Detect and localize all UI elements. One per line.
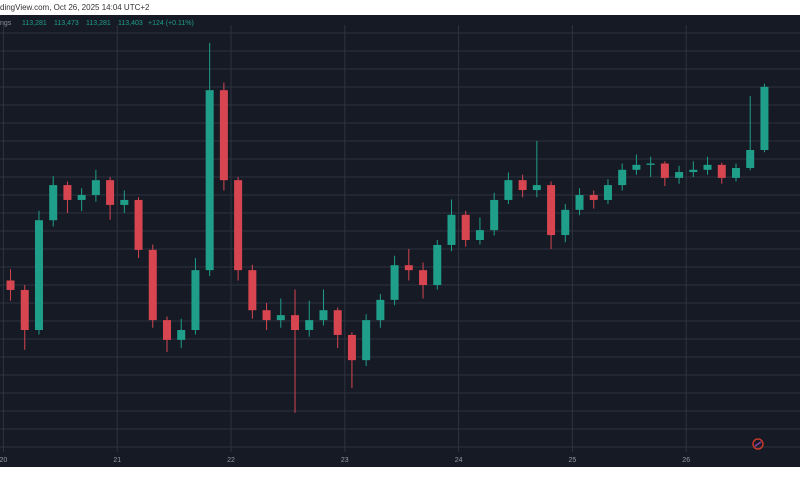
candle-body <box>333 310 342 335</box>
header: dingView.com, Oct 26, 2025 14:04 UTC+2 <box>0 3 150 12</box>
candle-body <box>461 214 470 240</box>
candle-body <box>177 330 186 340</box>
candle-body <box>419 270 428 285</box>
candle-body <box>205 90 214 271</box>
tv-logo-icon <box>752 438 764 450</box>
candles <box>6 42 769 413</box>
legend-prefix: ngs <box>0 20 12 27</box>
candle-body <box>134 199 143 250</box>
candle-body <box>376 299 385 321</box>
candle-body <box>760 86 769 150</box>
grid <box>0 25 800 452</box>
x-tick-label: 21 <box>113 457 121 464</box>
ohlc-legend: ngs 113,281 113,473 113,281 113,403 +124… <box>0 20 194 27</box>
legend-high: 113,473 <box>54 20 79 27</box>
legend-close: 113,403 <box>118 20 143 27</box>
candle-body <box>632 164 641 170</box>
candle-body <box>319 310 328 321</box>
candle-body <box>575 195 584 210</box>
x-tick-label: 20 <box>0 457 7 464</box>
candle-body <box>262 310 271 321</box>
candle-body <box>589 195 598 200</box>
candle-body <box>248 270 257 311</box>
candle-body <box>77 195 86 200</box>
legend-change: +124 (+0.11%) <box>148 20 194 27</box>
candle-body <box>731 168 740 178</box>
candle-body <box>234 180 243 271</box>
candle-body <box>618 169 627 186</box>
candle-body <box>276 315 285 321</box>
candle-body <box>362 320 371 361</box>
candle-body <box>703 164 712 170</box>
candle-body <box>433 244 442 285</box>
candle-body <box>504 180 513 200</box>
candle-body <box>547 185 556 236</box>
candle-body <box>148 249 157 321</box>
legend-low: 113,281 <box>86 20 111 27</box>
candle-body <box>390 265 399 300</box>
candle-body <box>91 180 100 195</box>
candle-body <box>447 214 456 245</box>
candle-body <box>191 270 200 330</box>
candle-body <box>689 169 698 173</box>
candle-body <box>291 315 300 330</box>
x-tick-label: 23 <box>341 457 349 464</box>
candle-body <box>518 180 527 191</box>
candle-body <box>120 199 129 205</box>
candle-body <box>746 150 755 168</box>
candle-body <box>475 230 484 240</box>
candle-body <box>63 185 72 200</box>
plot-background <box>0 15 800 467</box>
candle-body <box>34 220 43 330</box>
candle-body <box>660 163 669 178</box>
candle-body <box>106 180 115 205</box>
candle-body <box>20 289 29 330</box>
legend-open: 113,281 <box>22 20 47 27</box>
candle-body <box>675 172 684 178</box>
candle-body <box>6 280 15 290</box>
candle-body <box>603 185 612 200</box>
candle-body <box>717 164 726 178</box>
candle-body <box>532 185 541 191</box>
candle-body <box>49 185 58 221</box>
candle-body <box>404 265 413 271</box>
x-tick-label: 22 <box>227 457 235 464</box>
candle-body <box>561 209 570 236</box>
candle-body <box>162 320 171 340</box>
candle-body <box>347 334 356 361</box>
candle-body <box>219 90 228 181</box>
x-tick-label: 26 <box>682 457 690 464</box>
x-tick-label: 25 <box>569 457 577 464</box>
candle-body <box>490 199 499 231</box>
candle-body <box>646 163 655 165</box>
x-tick-label: 24 <box>455 457 463 464</box>
candle-body <box>305 320 314 330</box>
